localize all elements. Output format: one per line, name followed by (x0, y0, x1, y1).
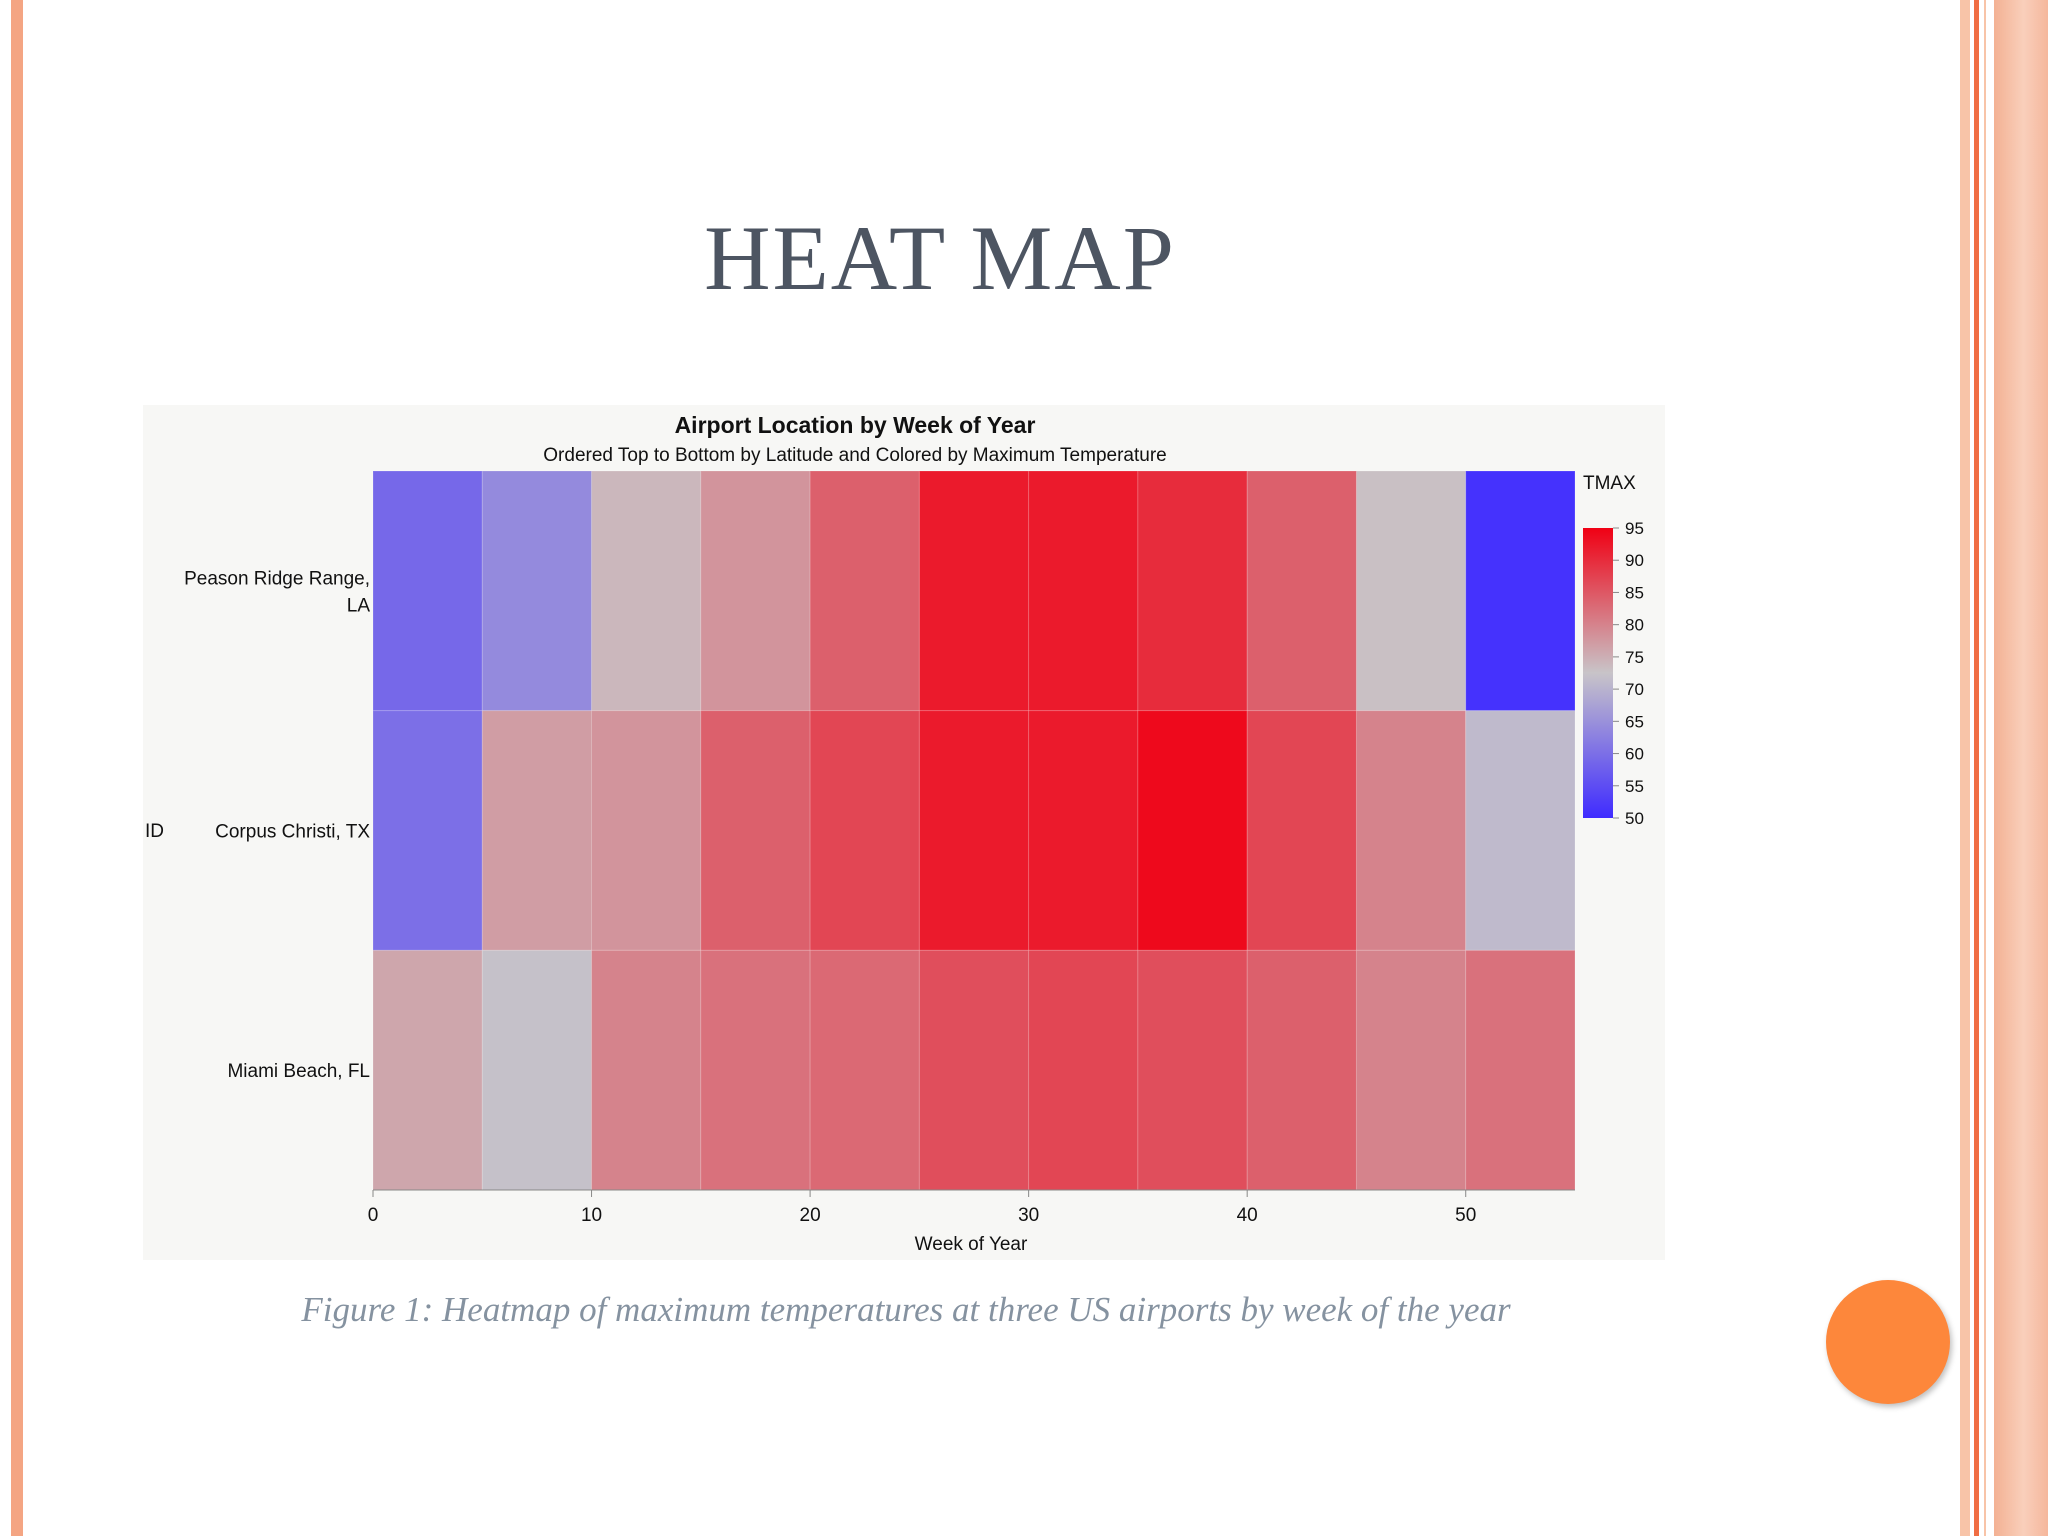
heatmap-cell (1137, 710, 1248, 951)
heatmap-cell (1246, 949, 1357, 1191)
legend-tick-label: 85 (1625, 583, 1644, 602)
right-border-band (1994, 0, 2048, 1536)
heatmap-cell (809, 470, 920, 712)
legend-tick-label: 70 (1625, 680, 1644, 699)
heatmap-chart: Airport Location by Week of Year Ordered… (143, 405, 1665, 1260)
heatmap-cell (481, 710, 593, 951)
heatmap-cell (372, 949, 483, 1191)
legend-tick-label: 90 (1625, 551, 1644, 570)
heatmap-cell (372, 710, 483, 951)
heatmap-cell (700, 949, 811, 1191)
heatmap-cell (700, 710, 811, 951)
heatmap-cell (918, 710, 1030, 951)
heatmap-cell (1355, 710, 1467, 951)
heatmap-cell (1355, 949, 1467, 1191)
x-tick-label: 0 (368, 1205, 379, 1226)
heatmap-cell (1465, 470, 1576, 712)
chart-subtitle: Ordered Top to Bottom by Latitude and Co… (543, 445, 1166, 466)
legend-tick-label: 55 (1625, 777, 1644, 796)
heatmap-cell (591, 470, 702, 712)
x-axis-title: Week of Year (915, 1234, 1028, 1255)
right-border-stripe-outer (1960, 0, 1970, 1536)
row-label: Peason Ridge Range, (184, 568, 370, 589)
x-axis: 0 10 20 30 40 50 (368, 1189, 1575, 1226)
heatmap-cell (1246, 710, 1357, 951)
heatmap-cell (809, 710, 920, 951)
row-labels: Peason Ridge Range, LA Corpus Christi, TX M… (184, 568, 370, 1082)
right-border-stripe-accent (1974, 0, 1979, 1536)
heatmap-cell (700, 470, 811, 712)
figure-caption: Figure 1: Heatmap of maximum temperature… (301, 1290, 1511, 1329)
heatmap-cells (372, 470, 1576, 1191)
heatmap-cell (918, 470, 1030, 712)
legend-color-bar (1583, 528, 1613, 818)
heatmap-cell (1465, 710, 1576, 951)
legend-ticks: 95 90 85 80 75 70 65 60 55 50 (1613, 519, 1644, 828)
heatmap-cell (1355, 470, 1467, 712)
heatmap-cell (1028, 949, 1139, 1191)
heatmap-cell (1028, 470, 1139, 712)
heatmap-cell (591, 710, 702, 951)
chart-title: Airport Location by Week of Year (675, 412, 1036, 438)
heatmap-cell (481, 949, 593, 1191)
x-tick-label: 20 (800, 1205, 821, 1226)
heatmap-cell (918, 949, 1030, 1191)
heatmap-cell (1137, 949, 1248, 1191)
legend-tick-label: 60 (1625, 745, 1644, 764)
heatmap-cell (1246, 470, 1357, 712)
row-label: LA (347, 595, 371, 616)
heatmap-cell (1028, 710, 1139, 951)
slide-title: HEAT MAP (704, 207, 1176, 309)
legend-tick-label: 75 (1625, 648, 1644, 667)
heatmap-svg: Airport Location by Week of Year Ordered… (145, 412, 1644, 1255)
heatmap-cell (372, 470, 483, 712)
heatmap-cell (1137, 470, 1248, 712)
x-tick-label: 10 (581, 1205, 602, 1226)
heatmap-cell (809, 949, 920, 1191)
heatmap-cell (481, 470, 593, 712)
row-label: Miami Beach, FL (227, 1061, 370, 1082)
y-axis-title: ID (145, 821, 164, 842)
legend-title: TMAX (1583, 473, 1636, 494)
x-tick-label: 40 (1237, 1205, 1258, 1226)
x-tick-label: 30 (1018, 1205, 1039, 1226)
legend-tick-label: 80 (1625, 616, 1644, 635)
x-tick-label: 50 (1455, 1205, 1476, 1226)
left-border-stripe (11, 0, 23, 1536)
legend-tick-label: 65 (1625, 712, 1644, 731)
legend-tick-label: 50 (1625, 809, 1644, 828)
row-label: Corpus Christi, TX (215, 822, 370, 843)
slide-nav-button[interactable] (1826, 1280, 1950, 1404)
legend-tick-label: 95 (1625, 519, 1644, 538)
heatmap-cell (1465, 949, 1576, 1191)
heatmap-cell (591, 949, 702, 1191)
right-border-stripe-thin (1984, 0, 1986, 1536)
